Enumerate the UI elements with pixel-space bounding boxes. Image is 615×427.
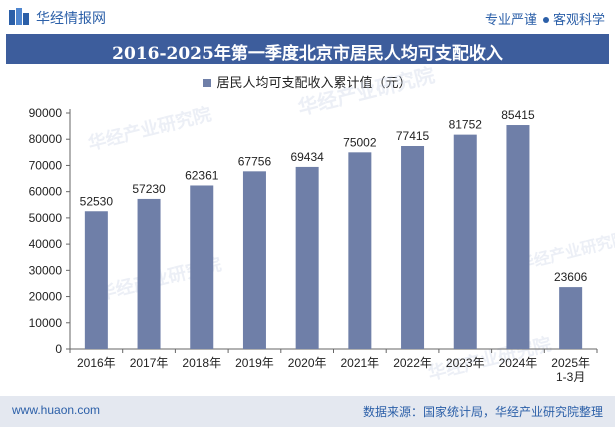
x-tick-label: 2019年 xyxy=(235,356,274,370)
y-tick-label: 70000 xyxy=(29,158,63,172)
huajing-logo-icon xyxy=(9,8,29,25)
bar xyxy=(137,198,161,349)
watermark-text: 华经产业研究院 xyxy=(295,63,437,120)
data-label: 69434 xyxy=(290,150,324,164)
data-label: 85415 xyxy=(501,108,535,122)
y-tick-label: 30000 xyxy=(29,263,63,277)
slogan-right: 客观科学 xyxy=(552,12,605,27)
bar xyxy=(401,146,425,349)
data-label: 57230 xyxy=(132,182,166,196)
x-tick-label: 2022年 xyxy=(393,356,432,370)
bar-chart: 华经产业研究院华经产业研究院华经产业研究院华经产业研究院华经产业研究院 0100… xyxy=(29,63,615,385)
axis-layer: 0 10000 20000 30000 40000 50000 60000 70000 8000… xyxy=(29,106,598,384)
title-bar: 2016-2025年第一季度北京市居民人均可支配收入 xyxy=(6,34,609,64)
x-tick-label: 2025年 xyxy=(551,356,590,370)
data-label: 81752 xyxy=(449,118,483,132)
bullet-dot-icon xyxy=(542,16,549,23)
bar xyxy=(348,152,372,349)
y-tick-label: 0 xyxy=(55,342,62,356)
y-tick-label: 40000 xyxy=(29,237,63,251)
y-tick-label: 80000 xyxy=(29,132,63,146)
chart-title: 2016-2025年第一季度北京市居民人均可支配收入 xyxy=(112,44,503,64)
legend-label: 居民人均可支配收入累计值（元） xyxy=(216,75,412,90)
footer-source: 数据来源：国家统计局，华经产业研究院整理 xyxy=(362,405,603,419)
bar xyxy=(506,125,530,349)
legend-swatch xyxy=(203,78,212,87)
x-tick-label: 2018年 xyxy=(182,356,221,370)
x-tick-label: 2023年 xyxy=(446,356,485,370)
data-label: 75002 xyxy=(343,135,377,149)
y-tick-label: 90000 xyxy=(29,106,63,120)
x-tick-label: 2021年 xyxy=(340,356,379,370)
x-tick-label: 2016年 xyxy=(77,356,116,370)
data-label: 62361 xyxy=(185,168,219,182)
chart-legend: 居民人均可支配收入累计值（元） xyxy=(0,72,615,91)
bar xyxy=(190,185,214,349)
y-tick-label: 20000 xyxy=(29,290,63,304)
x-tick-label: 2024年 xyxy=(499,356,538,370)
x-tick-label: 1-3月 xyxy=(556,370,585,384)
watermark-text: 华经产业研究院 xyxy=(516,228,615,274)
y-tick-label: 50000 xyxy=(29,211,63,225)
bar xyxy=(242,171,266,349)
y-tick-label: 10000 xyxy=(29,316,63,330)
slogan: 专业严谨 客观科学 xyxy=(485,9,605,28)
bar xyxy=(453,134,477,349)
x-tick-label: 2017年 xyxy=(130,356,169,370)
bar-layer: 52530 57230 62361 67756 69434 75002 77415 81752… xyxy=(80,108,588,349)
data-label: 52530 xyxy=(80,194,114,208)
data-label: 67756 xyxy=(238,154,272,168)
top-bar: 华经情报网 专业严谨 客观科学 xyxy=(0,0,615,34)
footer-bar: www.huaon.com 数据来源：国家统计局，华经产业研究院整理 xyxy=(0,396,615,427)
watermark-text: 华经产业研究院 xyxy=(86,103,214,155)
bar xyxy=(295,166,319,349)
y-tick-label: 60000 xyxy=(29,185,63,199)
x-tick-label: 2020年 xyxy=(288,356,327,370)
slogan-left: 专业严谨 xyxy=(484,12,537,27)
data-label: 23606 xyxy=(554,270,588,284)
data-label: 77415 xyxy=(396,129,430,143)
bar xyxy=(559,287,583,349)
bar xyxy=(84,211,108,349)
brand-name: 华经情报网 xyxy=(36,10,106,26)
footer-site: www.huaon.com xyxy=(12,403,101,417)
